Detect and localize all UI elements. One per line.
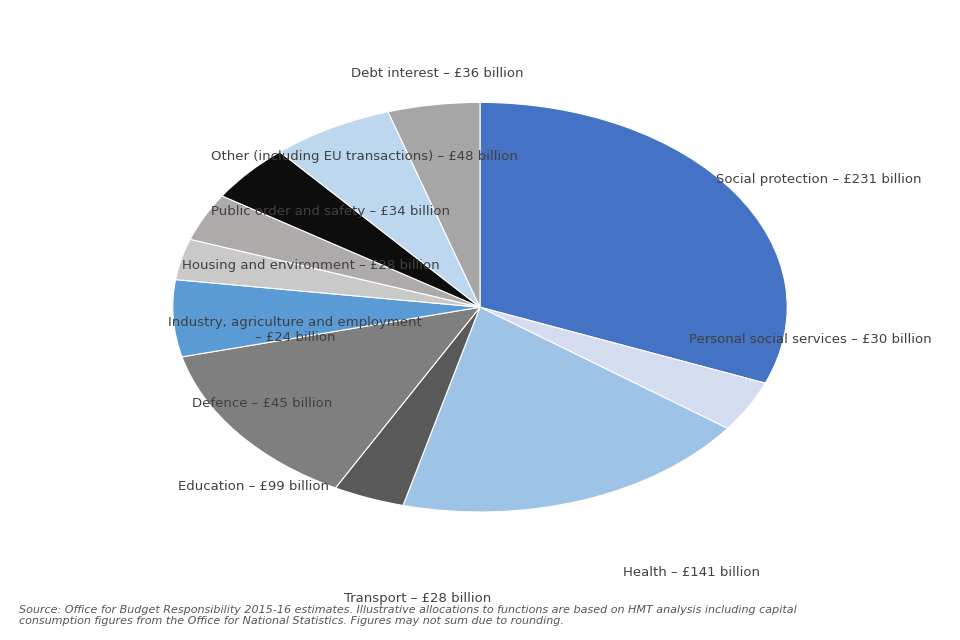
Text: Source: Office for Budget Responsibility 2015-16 estimates. Illustrative allocat: Source: Office for Budget Responsibility… bbox=[19, 605, 797, 627]
Text: Health – £141 billion: Health – £141 billion bbox=[623, 566, 759, 579]
Wedge shape bbox=[403, 307, 728, 512]
Text: Other (including EU transactions) – £48 billion: Other (including EU transactions) – £48 … bbox=[211, 150, 518, 163]
Wedge shape bbox=[388, 102, 480, 307]
Text: Housing and environment – £28 billion: Housing and environment – £28 billion bbox=[182, 259, 440, 272]
Wedge shape bbox=[335, 307, 480, 506]
Wedge shape bbox=[480, 102, 787, 383]
Wedge shape bbox=[173, 280, 480, 357]
Text: Debt interest – £36 billion: Debt interest – £36 billion bbox=[350, 67, 523, 80]
Wedge shape bbox=[182, 307, 480, 488]
Wedge shape bbox=[480, 307, 765, 428]
Text: Public order and safety – £34 billion: Public order and safety – £34 billion bbox=[211, 205, 450, 218]
Wedge shape bbox=[190, 196, 480, 307]
Text: Industry, agriculture and employment
– £24 billion: Industry, agriculture and employment – £… bbox=[168, 316, 421, 344]
Text: Personal social services – £30 billion: Personal social services – £30 billion bbox=[688, 333, 931, 346]
Wedge shape bbox=[176, 239, 480, 307]
Text: Transport – £28 billion: Transport – £28 billion bbox=[344, 592, 492, 605]
Text: Education – £99 billion: Education – £99 billion bbox=[178, 480, 328, 493]
Text: Defence – £45 billion: Defence – £45 billion bbox=[192, 397, 332, 410]
Wedge shape bbox=[280, 112, 480, 307]
Wedge shape bbox=[222, 152, 480, 307]
Text: Social protection – £231 billion: Social protection – £231 billion bbox=[716, 173, 922, 186]
